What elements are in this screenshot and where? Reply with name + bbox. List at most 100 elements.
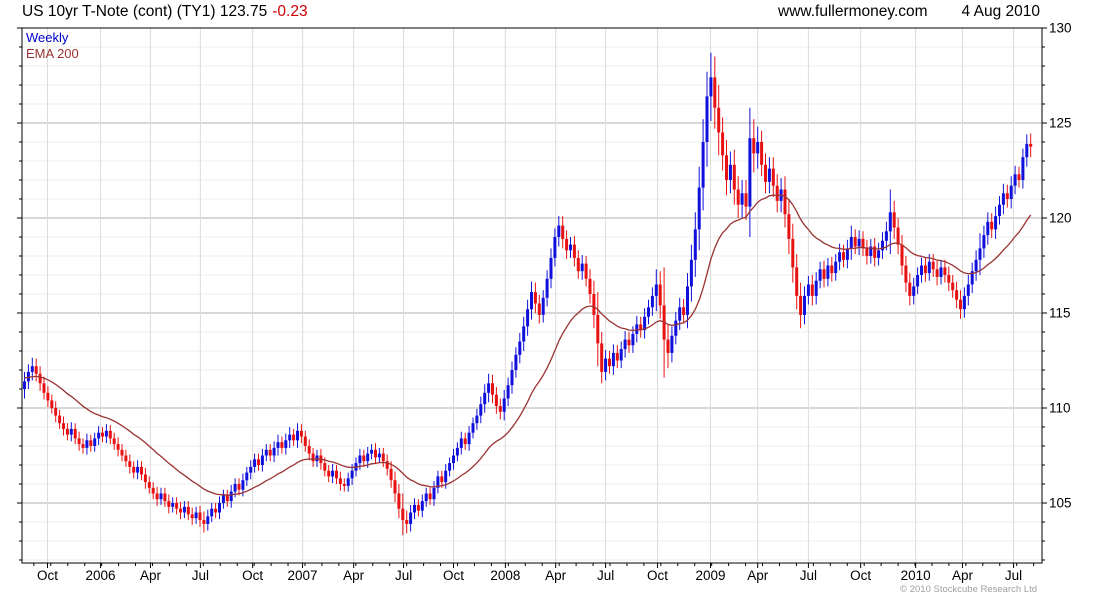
candle-up — [920, 265, 923, 275]
candle-up — [604, 358, 608, 372]
candle-up — [276, 442, 280, 448]
candle-down — [428, 493, 432, 500]
candle-up — [241, 480, 245, 490]
candle-down — [54, 408, 58, 416]
legend-weekly: Weekly — [26, 30, 69, 45]
candle-down — [830, 265, 834, 274]
candle-up — [260, 455, 264, 465]
candle-down — [151, 487, 155, 494]
candle-up — [974, 259, 978, 272]
candle-up — [643, 316, 647, 331]
candle-up — [97, 432, 101, 439]
candle-up — [884, 231, 888, 241]
candle-down — [588, 278, 592, 294]
candle-down — [311, 453, 315, 462]
x-tick-label: Jul — [395, 568, 412, 583]
candle-up — [611, 352, 615, 367]
candle-down — [338, 478, 342, 484]
candle-down — [822, 269, 826, 279]
candle-down — [900, 244, 904, 266]
candle-up — [857, 238, 861, 247]
candle-up — [288, 434, 292, 441]
candle-up — [580, 263, 584, 272]
candle-up — [635, 324, 639, 334]
candle-down — [163, 493, 167, 502]
candle-down — [592, 294, 596, 315]
candle-down — [744, 193, 748, 207]
candle-up — [526, 309, 530, 327]
candle-up — [881, 240, 884, 251]
candle-up — [104, 430, 108, 437]
candle-up — [978, 248, 982, 260]
candle-down — [791, 238, 795, 268]
candle-up — [409, 512, 413, 524]
candle-down — [132, 466, 136, 473]
candle-down — [397, 493, 401, 509]
candle-down — [179, 508, 182, 513]
candle-up — [253, 459, 257, 467]
candle-down — [1017, 174, 1021, 180]
candle-down — [764, 164, 767, 182]
candle-down — [65, 428, 69, 435]
copyright-text: © 2010 Stockcube Research Ltd — [900, 584, 1037, 595]
candle-up — [377, 453, 381, 458]
candle-up — [994, 216, 998, 230]
candle-down — [853, 237, 857, 247]
candle-up — [210, 508, 214, 517]
candle-down — [639, 324, 643, 331]
candle-down — [374, 449, 377, 458]
legend-ema: EMA 200 — [26, 46, 79, 61]
candle-up — [806, 284, 810, 296]
candle-down — [175, 503, 179, 509]
candle-up — [331, 470, 335, 477]
candle-down — [947, 275, 951, 283]
candle-down — [736, 189, 740, 205]
candle-up — [1013, 174, 1017, 186]
candle-down — [58, 415, 62, 424]
candle-up — [541, 297, 545, 315]
y-tick-label: 130 — [1049, 21, 1072, 36]
candle-up — [631, 333, 635, 346]
candle-down — [167, 501, 171, 507]
candle-up — [986, 221, 990, 236]
candle-up — [366, 453, 370, 462]
candle-down — [561, 225, 565, 239]
candle-down — [38, 373, 42, 384]
candle-down — [810, 284, 814, 296]
candle-down — [572, 244, 576, 258]
x-tick-label: Jul — [597, 568, 614, 583]
candle-down — [799, 295, 803, 315]
candle-up — [740, 193, 744, 205]
candle-down — [1005, 193, 1009, 199]
candle-up — [413, 504, 416, 513]
candle-down — [666, 339, 670, 353]
candle-up — [678, 307, 682, 321]
candle-up — [705, 96, 709, 142]
candle-up — [85, 440, 89, 448]
candle-down — [385, 461, 389, 469]
candle-up — [686, 286, 689, 315]
y-tick-label: 120 — [1049, 211, 1072, 226]
candle-up — [888, 212, 892, 232]
candle-up — [982, 235, 986, 249]
candle-up — [670, 335, 674, 353]
candle-up — [444, 470, 448, 483]
candle-up — [557, 225, 561, 237]
candle-down — [865, 248, 869, 256]
candle-down — [795, 267, 799, 296]
candle-down — [904, 265, 908, 283]
candle-down — [721, 132, 725, 156]
candle-down — [327, 470, 331, 477]
candle-down — [955, 290, 959, 300]
candle-down — [381, 453, 385, 462]
candle-down — [116, 444, 120, 450]
candle-up — [939, 267, 943, 277]
candle-down — [491, 383, 494, 395]
candle-down — [124, 455, 128, 462]
candle-up — [229, 491, 233, 502]
x-tick-label: Oct — [37, 568, 58, 583]
candle-up — [845, 248, 849, 260]
candle-up — [697, 187, 701, 230]
candle-up — [69, 428, 73, 435]
